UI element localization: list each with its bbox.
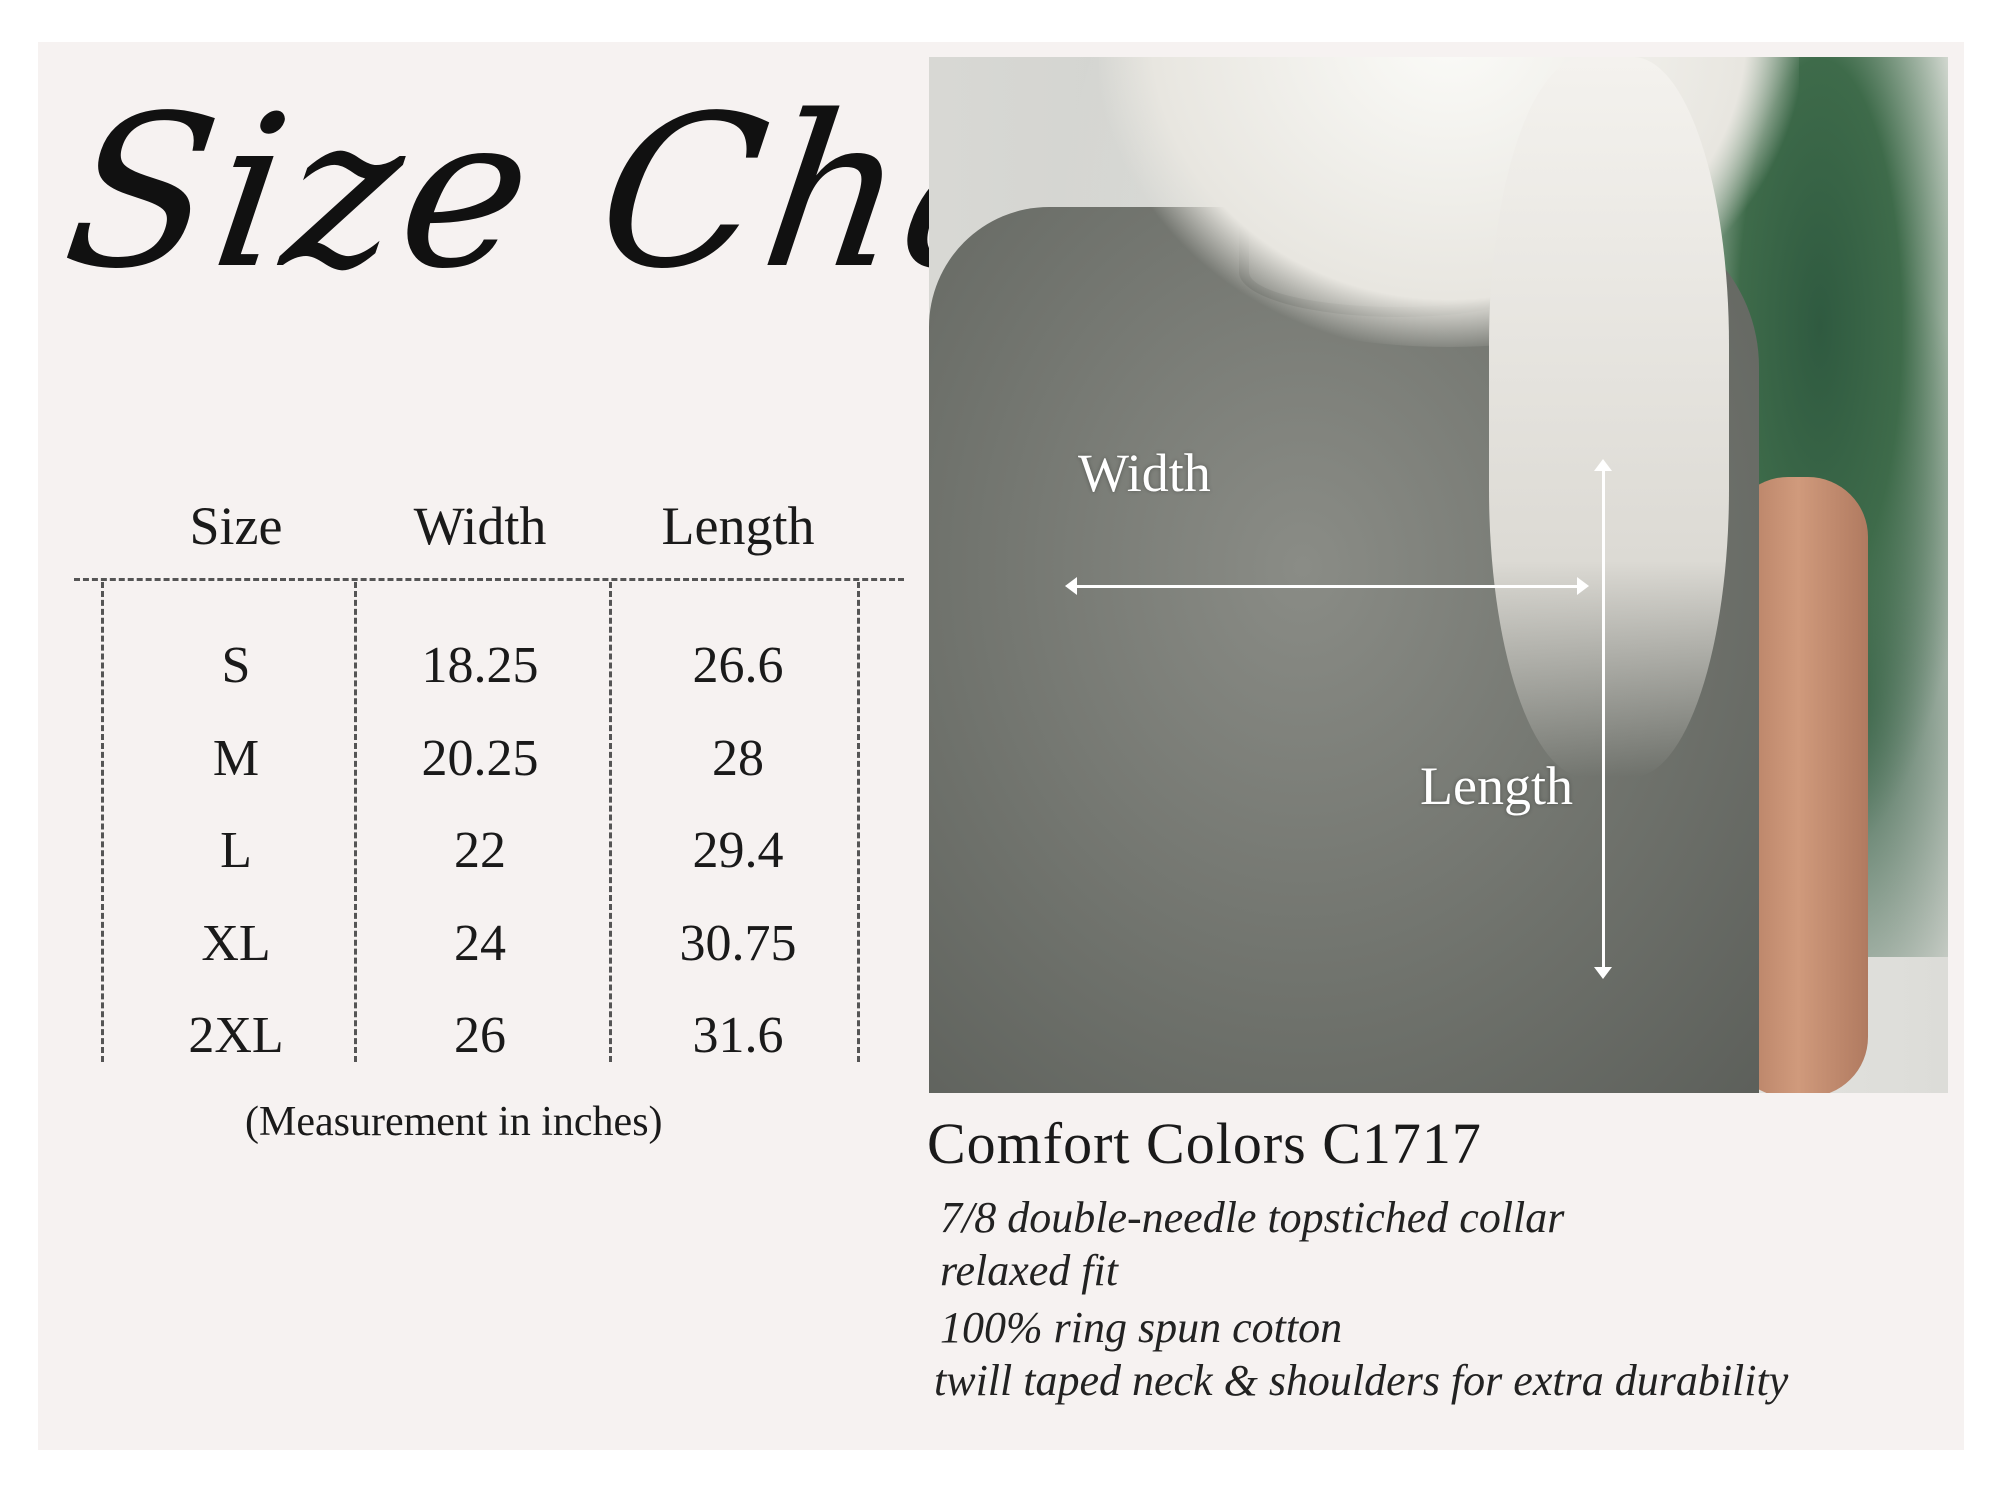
- table-cell: 20.25: [421, 730, 539, 787]
- measurement-note: (Measurement in inches): [245, 1099, 663, 1145]
- header-width: Width: [413, 496, 547, 556]
- table-cell: 26: [454, 1007, 506, 1064]
- product-name: Comfort Colors C1717: [927, 1111, 1482, 1176]
- header-divider: [74, 578, 904, 581]
- header-length: Length: [661, 496, 815, 556]
- table-cell: 29.4: [692, 822, 784, 879]
- table-cell: 18.25: [421, 637, 539, 694]
- table-cell: 26.6: [692, 637, 784, 694]
- model-photo: Width Length: [929, 57, 1948, 1093]
- column-divider: [609, 582, 612, 1062]
- table-cell: S: [221, 637, 251, 694]
- table-cell: 31.6: [692, 1007, 784, 1064]
- column-divider: [101, 582, 104, 1062]
- header-size: Size: [189, 496, 283, 556]
- column-divider: [857, 582, 860, 1062]
- feature-item: 7/8 double-needle topstiched collar: [940, 1193, 1565, 1242]
- table-cell: M: [212, 730, 260, 787]
- table-cell: 24: [454, 915, 506, 972]
- table-cell: 22: [454, 822, 506, 879]
- width-label: Width: [1078, 443, 1211, 503]
- width-arrow: [1065, 577, 1589, 595]
- table-cell: L: [220, 822, 252, 879]
- length-arrow: [1594, 459, 1612, 979]
- feature-item: relaxed fit: [940, 1246, 1118, 1295]
- table-cell: 28: [712, 730, 764, 787]
- feature-item: twill taped neck & shoulders for extra d…: [934, 1356, 1789, 1405]
- length-label: Length: [1420, 756, 1573, 816]
- column-divider: [354, 582, 357, 1062]
- table-cell: 2XL: [188, 1007, 284, 1064]
- feature-item: 100% ring spun cotton: [940, 1303, 1343, 1352]
- table-cell: XL: [201, 915, 271, 972]
- table-cell: 30.75: [679, 915, 797, 972]
